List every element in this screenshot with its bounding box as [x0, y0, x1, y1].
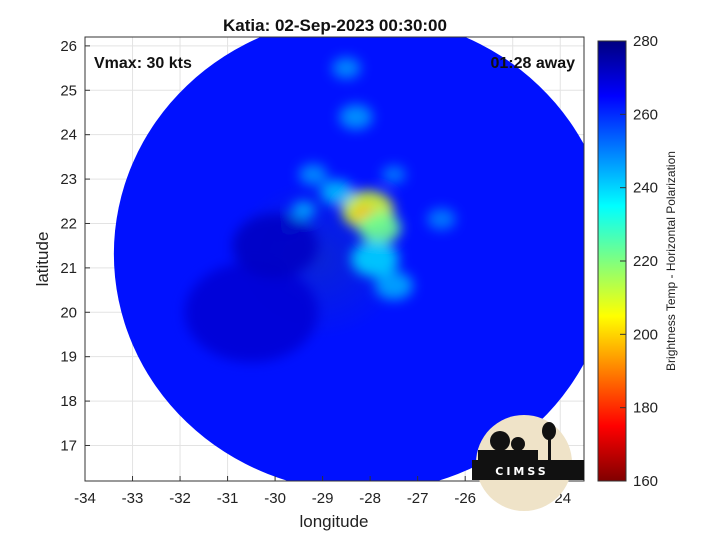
convection-feature — [298, 163, 328, 186]
x-tick-label: -28 — [359, 490, 381, 507]
y-tick-label: 21 — [60, 260, 77, 277]
convection-feature — [184, 262, 318, 363]
y-tick-label: 17 — [60, 437, 77, 454]
colorbar-tick-label: 180 — [633, 400, 658, 417]
colorbar-tick-label: 220 — [633, 253, 658, 270]
logo-tower-leg — [548, 438, 551, 460]
convection-feature — [291, 201, 316, 220]
y-tick-label: 20 — [60, 304, 77, 321]
colorbar-tick-label: 280 — [633, 33, 658, 50]
convection-feature — [351, 241, 399, 277]
convection-feature — [358, 211, 402, 244]
x-tick-label: -34 — [74, 490, 96, 507]
y-tick-label: 25 — [60, 82, 77, 99]
colorbar-label: Brightness Temp - Horizontal Polarizatio… — [664, 151, 678, 371]
convection-features — [184, 57, 456, 363]
convection-feature — [232, 213, 318, 278]
logo-dish-icon-2 — [511, 437, 525, 451]
y-tick-label: 26 — [60, 38, 77, 55]
cimss-logo: CIMSS — [472, 415, 584, 511]
x-tick-label: -30 — [264, 490, 286, 507]
colorbar-ticks: 160 180 200 220 240 260 280 — [620, 33, 658, 490]
convection-feature — [374, 271, 413, 300]
axis-ticks — [84, 45, 561, 481]
y-axis-label: latitude — [33, 232, 52, 287]
y-tick-label: 22 — [60, 215, 77, 232]
y-tick-label: 24 — [60, 127, 77, 144]
y-tick-label: 18 — [60, 393, 77, 410]
y-tick-label: 23 — [60, 171, 77, 188]
vmax-annotation: Vmax: 30 kts — [94, 55, 192, 72]
logo-dish-icon — [490, 431, 510, 451]
convection-feature — [332, 57, 361, 79]
x-axis-label: longitude — [299, 512, 368, 531]
plot-frame — [84, 36, 585, 482]
colorbar-tick-label: 240 — [633, 180, 658, 197]
y-tick-label: 19 — [60, 349, 77, 366]
axis-tick-labels: -34-33-32-31-30-29-28-27-26-25-241718192… — [60, 38, 571, 507]
colorbar-tick-label: 200 — [633, 326, 658, 343]
x-tick-label: -26 — [454, 490, 476, 507]
time-away-annotation: 01:28 away — [490, 55, 575, 72]
convection-feature — [320, 179, 354, 205]
convection-feature — [382, 165, 406, 184]
x-tick-label: -33 — [122, 490, 144, 507]
convection-feature — [427, 208, 456, 230]
x-tick-label: -27 — [407, 490, 429, 507]
x-tick-label: -32 — [169, 490, 191, 507]
colorbar-tick-label: 260 — [633, 106, 658, 123]
logo-banner — [472, 460, 584, 480]
colorbar-tick-label: 160 — [633, 473, 658, 490]
logo-water-tower-icon — [542, 422, 556, 440]
x-tick-label: -31 — [217, 490, 239, 507]
chart-title: Katia: 02-Sep-2023 00:30:00 — [223, 16, 447, 35]
x-tick-label: -29 — [312, 490, 334, 507]
convection-feature — [339, 104, 373, 130]
logo-text: CIMSS — [495, 465, 548, 478]
logo-building — [478, 450, 538, 462]
swath-group — [113, 37, 584, 481]
